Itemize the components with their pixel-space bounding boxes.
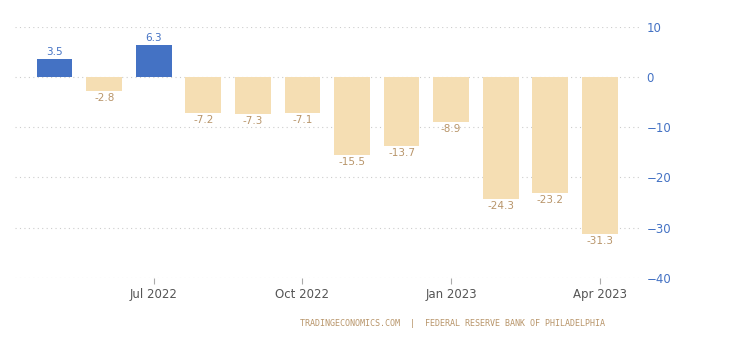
Bar (582, 77, 618, 234)
Text: -7.3: -7.3 (242, 116, 263, 126)
Text: -15.5: -15.5 (339, 157, 366, 167)
Bar (384, 77, 420, 146)
Text: -23.2: -23.2 (537, 195, 564, 205)
Bar (483, 77, 518, 199)
Text: -31.3: -31.3 (586, 236, 613, 246)
Bar (532, 77, 568, 193)
Text: -7.1: -7.1 (292, 115, 312, 125)
Text: 6.3: 6.3 (145, 33, 162, 44)
Text: TRADINGECONOMICS.COM  |  FEDERAL RESERVE BANK OF PHILADELPHIA: TRADINGECONOMICS.COM | FEDERAL RESERVE B… (300, 319, 605, 328)
Text: -8.9: -8.9 (441, 124, 461, 134)
Text: -7.2: -7.2 (193, 115, 214, 125)
Bar (285, 77, 320, 113)
Bar (86, 77, 122, 91)
Text: -2.8: -2.8 (94, 93, 115, 103)
Bar (36, 59, 72, 77)
Text: -24.3: -24.3 (487, 201, 514, 211)
Text: -13.7: -13.7 (388, 148, 415, 158)
Bar (136, 45, 172, 77)
Bar (434, 77, 469, 122)
Text: 3.5: 3.5 (46, 47, 63, 57)
Bar (334, 77, 370, 155)
Bar (185, 77, 221, 113)
Bar (235, 77, 271, 114)
